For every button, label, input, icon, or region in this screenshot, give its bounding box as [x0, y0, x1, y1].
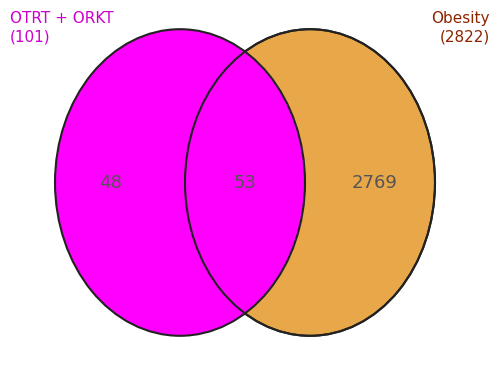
Text: Obesity
(2822): Obesity (2822): [432, 11, 490, 45]
Text: 2769: 2769: [352, 173, 398, 192]
Text: 53: 53: [234, 173, 256, 192]
Ellipse shape: [185, 29, 435, 336]
Text: 48: 48: [98, 173, 122, 192]
Text: OTRT + ORKT
(101): OTRT + ORKT (101): [10, 11, 114, 45]
Ellipse shape: [55, 29, 305, 336]
